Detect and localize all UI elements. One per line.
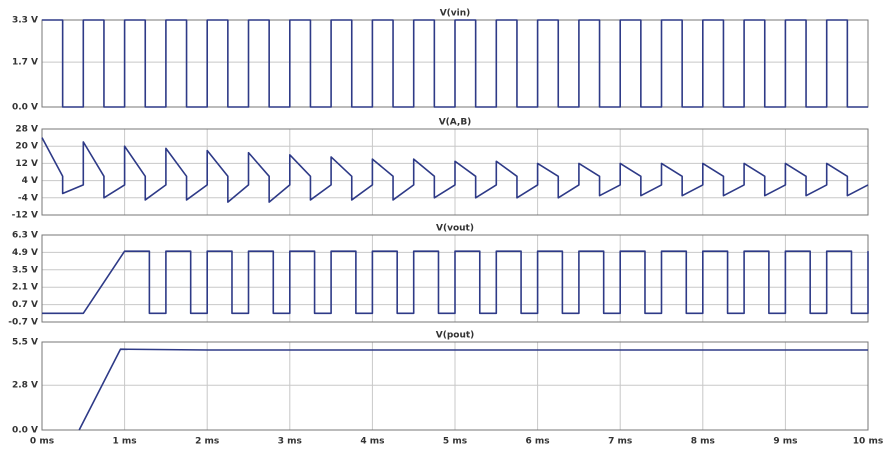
- x-tick-label: 10 ms: [853, 437, 883, 447]
- x-tick-label: 8 ms: [691, 437, 715, 447]
- waveform: [41, 137, 869, 203]
- x-tick-label: 4 ms: [360, 437, 384, 447]
- y-tick-label: 2.8 V: [12, 381, 38, 391]
- waveform: [42, 19, 868, 108]
- y-tick-label: 3.5 V: [12, 265, 38, 275]
- x-tick-label: 3 ms: [278, 437, 302, 447]
- waveform: [42, 250, 869, 315]
- plot-frame: [41, 341, 869, 431]
- y-tick-label: 20 V: [15, 142, 38, 152]
- y-tick-label: -4 V: [18, 193, 38, 203]
- x-tick-label: 7 ms: [608, 437, 632, 447]
- y-tick-label: 12 V: [15, 159, 38, 169]
- x-tick-label: 2 ms: [195, 437, 219, 447]
- x-tick-label: 6 ms: [526, 437, 550, 447]
- y-tick-label: -0.7 V: [8, 318, 38, 328]
- y-tick-label: 1.7 V: [12, 58, 38, 68]
- y-tick-label: -12 V: [12, 211, 38, 221]
- y-tick-label: 5.5 V: [12, 338, 38, 348]
- waveform: [78, 348, 868, 431]
- y-tick-label: 0.0 V: [12, 426, 38, 436]
- y-tick-label: 0.7 V: [12, 300, 38, 310]
- y-tick-label: 4.9 V: [12, 248, 38, 258]
- y-tick-label: 3.3 V: [12, 16, 38, 26]
- y-tick-label: 4 V: [22, 176, 38, 186]
- x-tick-label: 5 ms: [443, 437, 467, 447]
- x-tick-label: 0 ms: [30, 437, 54, 447]
- panel-title: V(vin): [440, 9, 471, 19]
- y-tick-label: 0.0 V: [12, 103, 38, 113]
- panel-title: V(pout): [436, 331, 475, 341]
- y-tick-label: 6.3 V: [12, 231, 38, 241]
- y-tick-label: 28 V: [15, 125, 38, 135]
- panel-title: V(vout): [436, 224, 474, 234]
- plot-frame: [41, 128, 869, 216]
- x-tick-label: 1 ms: [113, 437, 137, 447]
- panel-title: V(A,B): [439, 118, 472, 128]
- y-tick-label: 2.1 V: [12, 283, 38, 293]
- x-tick-label: 9 ms: [773, 437, 797, 447]
